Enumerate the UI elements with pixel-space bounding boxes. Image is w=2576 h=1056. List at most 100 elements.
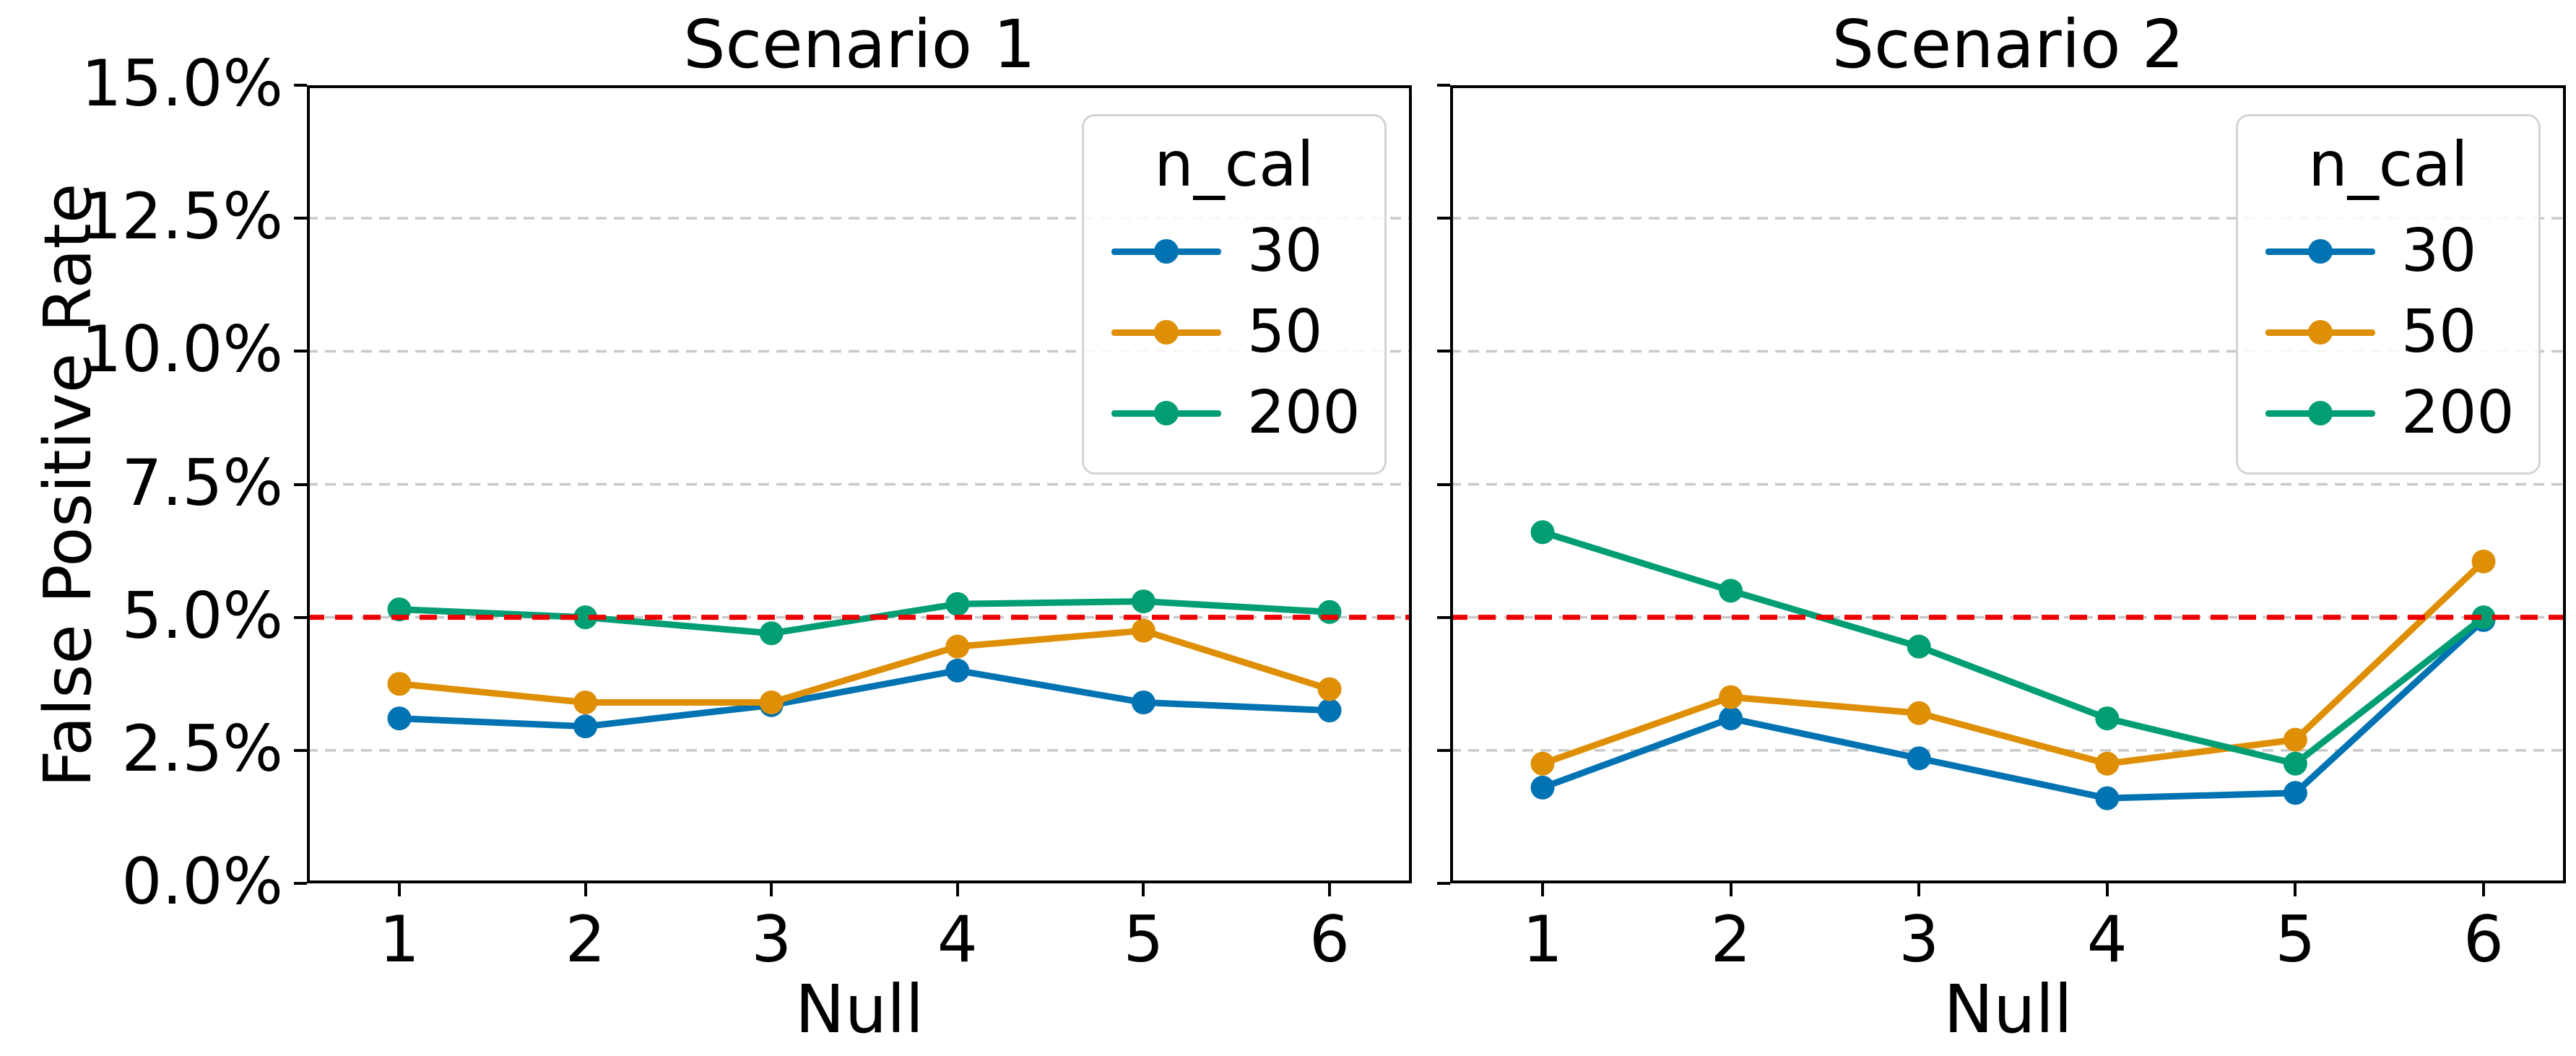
legend-label-200: 200: [2401, 378, 2515, 447]
data-point-ncal-50-null-5: [2283, 727, 2307, 752]
data-point-ncal-30-null-6: [1317, 698, 1342, 723]
y-tickmark-2.5%: [1437, 748, 1450, 752]
legend-line-sample-30: [2265, 238, 2375, 264]
x-tickmark-2: [1729, 883, 1732, 896]
y-tickmark-2.5%: [294, 748, 307, 752]
legend-sample-dot: [2308, 319, 2333, 345]
data-point-ncal-50-null-6: [2471, 549, 2496, 574]
legend-line-sample-30: [1111, 238, 1221, 264]
legend-sample-dot: [1154, 400, 1179, 425]
legend-line-sample-50: [2265, 319, 2375, 345]
plot-area-scenario-2: [1450, 85, 2566, 883]
legend-sample-dot: [2308, 400, 2333, 425]
data-point-ncal-200-null-2: [1719, 579, 1743, 603]
y-tick-label-7.5%: 7.5%: [121, 445, 283, 520]
legend-sample-dot: [1154, 319, 1179, 345]
x-tick-label-2: 2: [1710, 902, 1751, 977]
x-tick-label-1: 1: [379, 902, 420, 977]
data-point-ncal-30-null-5: [2283, 781, 2307, 805]
x-tickmark-2: [584, 883, 587, 896]
series-line-ncal-30: [399, 667, 1330, 730]
data-point-ncal-50-null-6: [1317, 677, 1342, 701]
axes-spines: [307, 85, 1412, 883]
data-point-ncal-200-null-4: [945, 592, 970, 616]
y-tickmark-7.5%: [294, 482, 307, 486]
x-tickmark-5: [2294, 883, 2297, 896]
data-point-ncal-50-null-1: [1530, 751, 1555, 776]
legend-scenario-2: n_cal 30 50 200: [2236, 114, 2541, 475]
x-tick-label-4: 4: [2086, 902, 2128, 977]
x-tick-label-6: 6: [1309, 902, 1350, 977]
legend-item-ncal-30: 30: [2265, 211, 2511, 292]
y-tickmark-5.0%: [1437, 615, 1450, 619]
y-tick-label-12.5%: 12.5%: [81, 179, 283, 254]
y-tickmark-7.5%: [1437, 482, 1450, 486]
series-line-ncal-50: [1541, 559, 2486, 767]
legend-label-30: 30: [1247, 216, 1323, 285]
data-point-ncal-200-null-4: [2095, 706, 2120, 731]
y-tick-label-5.0%: 5.0%: [121, 578, 283, 653]
data-point-ncal-200-null-1: [1530, 520, 1555, 545]
x-tick-label-3: 3: [1899, 902, 1940, 977]
axes-spines: [1450, 85, 2566, 883]
x-tick-label-4: 4: [937, 902, 978, 977]
data-point-ncal-30-null-2: [573, 714, 598, 739]
x-tickmark-6: [2482, 883, 2485, 896]
data-point-ncal-50-null-4: [2095, 751, 2120, 776]
legend-line-sample-200: [1111, 400, 1221, 425]
x-axis-label-right: Null: [1943, 971, 2073, 1048]
data-point-ncal-50-null-4: [945, 634, 970, 659]
data-point-ncal-50-null-1: [387, 672, 412, 696]
legend-label-30: 30: [2401, 216, 2477, 285]
y-tick-label-2.5%: 2.5%: [121, 711, 283, 786]
data-point-ncal-200-null-5: [2283, 751, 2307, 776]
x-tick-label-5: 5: [2275, 902, 2316, 977]
legend-title: n_cal: [1154, 129, 1314, 201]
plot-area-scenario-1: [307, 85, 1412, 883]
legend-label-50: 50: [1247, 297, 1323, 366]
data-point-ncal-30-null-1: [1530, 775, 1555, 800]
legend-scenario-1: n_cal 30 50 200: [1082, 114, 1387, 475]
data-point-ncal-50-null-3: [1907, 701, 1931, 725]
legend-item-ncal-200: 200: [2265, 373, 2515, 454]
y-tickmark-0.0%: [294, 882, 307, 885]
legend-sample-dot: [1154, 238, 1179, 264]
series-line-ncal-30: [1541, 618, 2486, 802]
data-point-ncal-30-null-4: [945, 658, 970, 683]
x-tick-label-3: 3: [751, 902, 792, 977]
y-tickmark-10.0%: [1437, 350, 1450, 353]
legend-line-sample-200: [2265, 400, 2375, 425]
x-tick-label-2: 2: [565, 902, 606, 977]
x-tickmark-3: [770, 883, 773, 896]
series-line-ncal-50: [399, 627, 1331, 706]
legend-label-200: 200: [1247, 378, 1361, 447]
x-tickmark-1: [1541, 883, 1544, 896]
x-tick-label-1: 1: [1522, 902, 1563, 977]
data-point-ncal-200-null-6: [1317, 600, 1342, 624]
y-tick-label-10.0%: 10.0%: [81, 312, 283, 387]
y-tickmark-5.0%: [294, 615, 307, 619]
data-point-ncal-30-null-5: [1131, 691, 1155, 715]
data-point-ncal-30-null-2: [1719, 706, 1743, 731]
series-line-ncal-200: [399, 598, 1330, 637]
y-tickmark-12.5%: [294, 217, 307, 220]
data-point-ncal-30-null-1: [387, 706, 412, 731]
data-point-ncal-30-null-3: [1907, 746, 1931, 771]
x-tick-label-5: 5: [1123, 902, 1164, 977]
data-point-ncal-30-null-4: [2095, 786, 2120, 810]
legend-item-ncal-50: 50: [2265, 292, 2511, 373]
y-tickmark-15.0%: [294, 84, 307, 87]
data-point-ncal-200-null-3: [1907, 634, 1931, 659]
legend-item-ncal-50: 50: [1111, 292, 1357, 373]
y-tick-label-0.0%: 0.0%: [121, 844, 283, 919]
data-point-ncal-50-null-5: [1131, 618, 1155, 643]
series-line-ncal-200: [1541, 529, 2486, 767]
x-tick-label-6: 6: [2463, 902, 2504, 977]
legend-sample-dot: [2308, 238, 2333, 264]
legend-item-ncal-30: 30: [1111, 211, 1357, 292]
data-point-ncal-50-null-2: [573, 691, 598, 715]
legend-label-50: 50: [2401, 297, 2477, 366]
y-tick-label-15.0%: 15.0%: [81, 46, 283, 121]
legend-item-ncal-200: 200: [1111, 373, 1361, 454]
